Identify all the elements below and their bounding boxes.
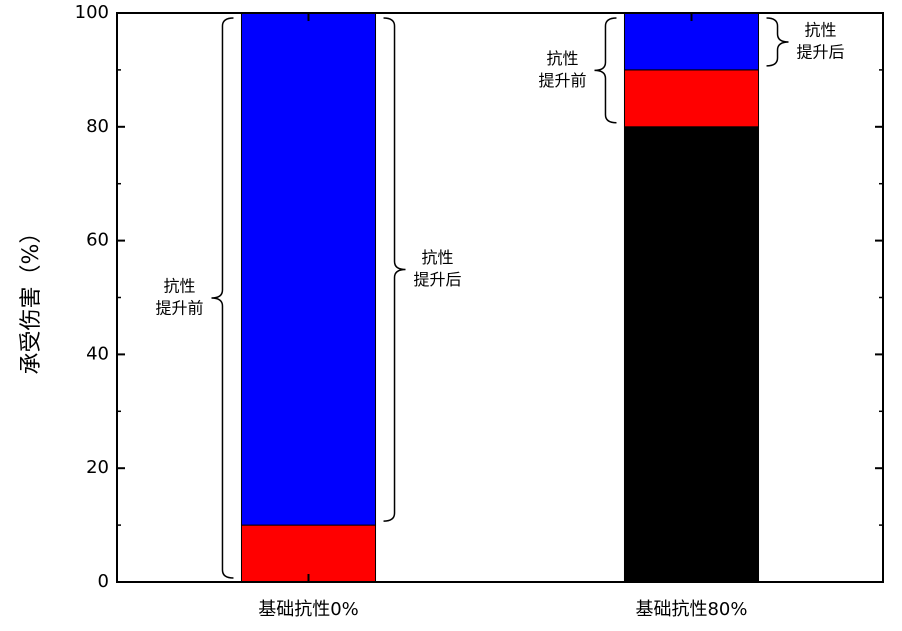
y-axis-label: 承受伤害（%） — [19, 222, 44, 375]
annotation-text: 提升前 — [538, 71, 586, 90]
y-tick-label: 20 — [86, 457, 109, 478]
y-tick-label: 100 — [75, 2, 109, 23]
annotation-text: 提升后 — [414, 270, 462, 289]
plot-frame — [116, 12, 884, 583]
x-tick-label: 基础抗性80% — [635, 599, 747, 620]
annotation-text: 抗性 — [546, 49, 578, 68]
y-tick-label: 60 — [86, 230, 109, 251]
bar-segment — [623, 12, 760, 71]
y-tick-label: 40 — [86, 343, 109, 364]
y-tick-label: 0 — [98, 571, 109, 592]
annotation-text: 抗性 — [805, 20, 837, 39]
brace — [766, 17, 789, 67]
brace — [594, 17, 617, 124]
annotation-text: 抗性 — [422, 248, 454, 267]
bar-segment — [623, 69, 760, 128]
annotation-text: 提升前 — [155, 299, 203, 318]
x-tick-label: 基础抗性0% — [258, 599, 359, 620]
brace — [211, 17, 234, 579]
bar-segment — [240, 524, 377, 583]
brace — [383, 17, 406, 522]
y-tick-label: 80 — [86, 116, 109, 137]
bar-segment — [240, 12, 377, 526]
annotation-text: 抗性 — [163, 277, 195, 296]
annotation-text: 提升后 — [797, 42, 845, 61]
bar-segment — [623, 126, 760, 583]
